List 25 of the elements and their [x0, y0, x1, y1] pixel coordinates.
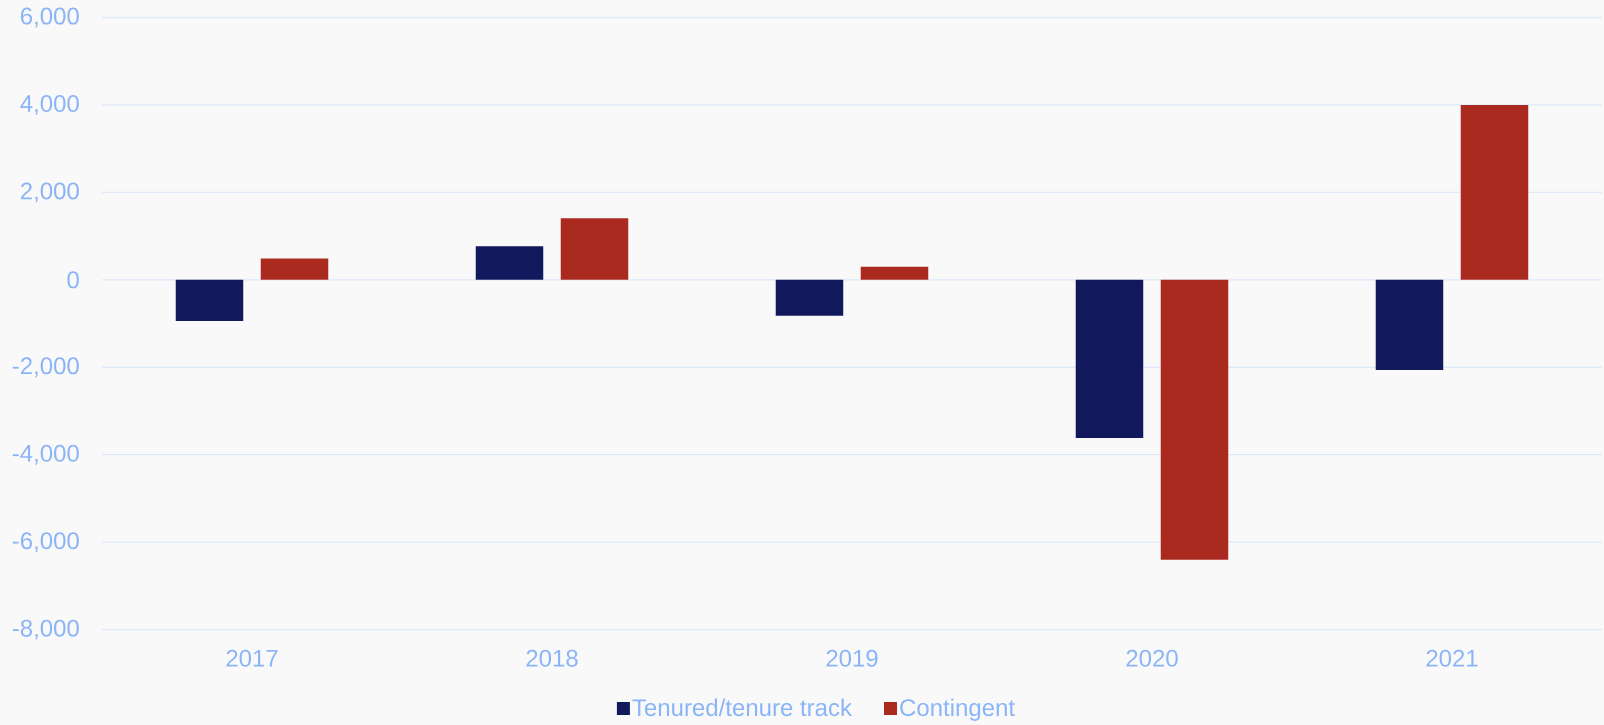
legend-label: Contingent	[900, 698, 1015, 721]
x-tick-label: 2020	[1126, 649, 1178, 667]
bar	[560, 218, 629, 280]
y-tick-label: 0	[67, 271, 79, 289]
y-tick-label: -4,000	[12, 444, 79, 465]
bar	[860, 266, 929, 280]
y-tick-label: 6,000	[20, 7, 79, 28]
x-tick-label: 2021	[1426, 649, 1478, 667]
y-tick-label: 4,000	[20, 95, 79, 115]
x-tick-label: 2018	[526, 649, 578, 667]
x-tick-label: 2017	[226, 649, 278, 667]
bar	[775, 279, 844, 316]
bar	[475, 246, 544, 280]
bar	[1460, 104, 1529, 280]
bar	[1160, 279, 1229, 560]
bar	[175, 279, 244, 321]
y-tick-label: -6,000	[12, 532, 79, 553]
y-tick-label: 2,000	[20, 182, 79, 203]
bar	[1075, 279, 1144, 439]
x-tick-label: 2019	[826, 649, 878, 667]
y-tick-label: -2,000	[12, 357, 79, 378]
bar	[1375, 279, 1444, 370]
y-tick-label: -8,000	[12, 619, 79, 640]
bar	[260, 258, 329, 280]
legend-label: Tenured/tenure track	[632, 698, 853, 717]
